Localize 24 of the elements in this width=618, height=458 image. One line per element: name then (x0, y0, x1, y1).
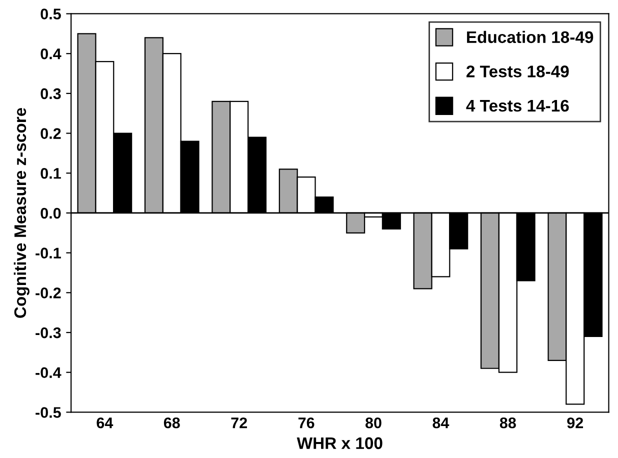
y-tick-label: 0.3 (40, 88, 61, 100)
y-tick-label: 0.0 (40, 208, 61, 219)
y-tick-label: 0.2 (40, 128, 61, 139)
y-tick-label: -0.2 (36, 288, 61, 298)
legend-label: Education 18-49 (467, 30, 594, 44)
y-tick-label: 0.1 (40, 168, 61, 179)
y-tick-label: -0.4 (36, 367, 62, 378)
x-tick-label: 92 (567, 417, 584, 428)
legend-label: 4 Tests 14-16 (466, 100, 569, 112)
y-tick-label: -0.3 (36, 327, 61, 338)
x-tick-label: 64 (96, 417, 114, 428)
x-tick-label: 76 (298, 417, 314, 428)
x-tick-label: 80 (365, 417, 382, 428)
x-tick-label: 88 (500, 417, 516, 428)
x-axis-title: WHR x 100 (296, 437, 382, 450)
y-tick-label: -0.1 (36, 248, 61, 258)
y-axis-title: Cognitive Measure z-score (14, 108, 30, 318)
x-tick-label: 68 (164, 417, 180, 428)
y-tick-label: 0.4 (40, 48, 62, 60)
y-tick-label: 0.5 (40, 8, 61, 20)
legend-label: 2 Tests 18-49 (466, 66, 569, 78)
x-tick-label: 72 (231, 417, 247, 428)
x-tick-label: 84 (432, 417, 450, 428)
y-tick-label: -0.5 (36, 407, 61, 418)
